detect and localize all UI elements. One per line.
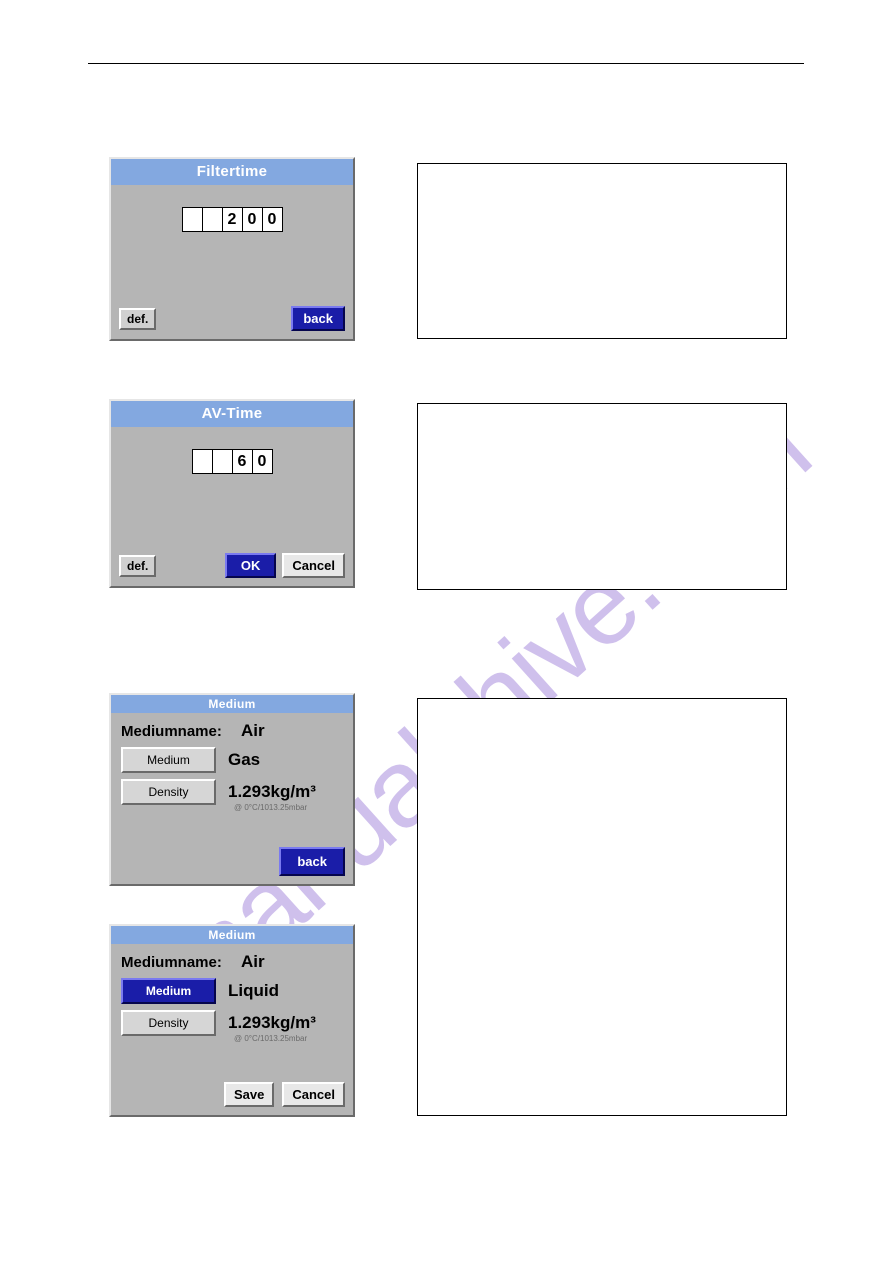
def-button[interactable]: def. xyxy=(119,308,156,330)
filtertime-panel: Filtertime 2 0 0 def. back xyxy=(109,157,355,341)
ok-button[interactable]: OK xyxy=(225,553,277,578)
digit-cell[interactable] xyxy=(212,449,233,474)
avtime-section: AV-Time 6 0 def. OK Cancel xyxy=(109,399,355,588)
back-button[interactable]: back xyxy=(279,847,345,876)
avtime-title: AV-Time xyxy=(111,401,353,427)
avtime-footer: def. OK Cancel xyxy=(119,553,345,578)
def-button[interactable]: def. xyxy=(119,555,156,577)
digit-cell[interactable] xyxy=(192,449,213,474)
mediumname-label: Mediumname: xyxy=(121,723,241,740)
cancel-button[interactable]: Cancel xyxy=(282,553,345,578)
medium-liquid-panel: Medium Mediumname: Air Medium Liquid Den… xyxy=(109,924,355,1117)
digit-cell[interactable] xyxy=(202,207,223,232)
back-button[interactable]: back xyxy=(291,306,345,331)
medium-gas-panel: Medium Mediumname: Air Medium Gas Densit… xyxy=(109,693,355,886)
mediumname-row: Mediumname: Air xyxy=(111,952,353,972)
density-button[interactable]: Density xyxy=(121,1010,216,1036)
medium-type-row: Medium Gas xyxy=(111,747,353,773)
mediumname-label: Mediumname: xyxy=(121,954,241,971)
medium-gas-footer: back xyxy=(119,847,345,876)
filtertime-digits: 2 0 0 xyxy=(111,207,353,232)
digit-cell[interactable]: 2 xyxy=(222,207,243,232)
medium-liquid-section: Medium Mediumname: Air Medium Liquid Den… xyxy=(109,924,355,1117)
medium-type-value: Liquid xyxy=(228,981,279,1001)
density-row: Density 1.293kg/m³ xyxy=(111,1010,353,1036)
mediumname-value: Air xyxy=(241,952,265,972)
medium-gas-section: Medium Mediumname: Air Medium Gas Densit… xyxy=(109,693,355,886)
density-button[interactable]: Density xyxy=(121,779,216,805)
medium-button[interactable]: Medium xyxy=(121,747,216,773)
medium-note-box xyxy=(417,698,787,1116)
medium-gas-title: Medium xyxy=(111,695,353,713)
mediumname-row: Mediumname: Air xyxy=(111,721,353,741)
filtertime-footer: def. back xyxy=(119,306,345,331)
filtertime-note-box xyxy=(417,163,787,339)
digit-cell[interactable]: 6 xyxy=(232,449,253,474)
density-value: 1.293kg/m³ xyxy=(228,782,316,802)
avtime-panel: AV-Time 6 0 def. OK Cancel xyxy=(109,399,355,588)
medium-button-active[interactable]: Medium xyxy=(121,978,216,1004)
digit-cell[interactable] xyxy=(182,207,203,232)
top-divider xyxy=(88,63,804,64)
digit-cell[interactable]: 0 xyxy=(242,207,263,232)
medium-type-row: Medium Liquid xyxy=(111,978,353,1004)
filtertime-title: Filtertime xyxy=(111,159,353,185)
medium-liquid-footer: Save Cancel xyxy=(119,1082,345,1107)
digit-cell[interactable]: 0 xyxy=(262,207,283,232)
save-button[interactable]: Save xyxy=(224,1082,274,1107)
density-subtext: @ 0°C/1013.25mbar xyxy=(234,1034,353,1043)
avtime-note-box xyxy=(417,403,787,590)
cancel-button[interactable]: Cancel xyxy=(282,1082,345,1107)
filtertime-section: Filtertime 2 0 0 def. back xyxy=(109,157,355,341)
avtime-digits: 6 0 xyxy=(111,449,353,474)
digit-cell[interactable]: 0 xyxy=(252,449,273,474)
density-value: 1.293kg/m³ xyxy=(228,1013,316,1033)
density-subtext: @ 0°C/1013.25mbar xyxy=(234,803,353,812)
mediumname-value: Air xyxy=(241,721,265,741)
density-row: Density 1.293kg/m³ xyxy=(111,779,353,805)
medium-liquid-title: Medium xyxy=(111,926,353,944)
medium-type-value: Gas xyxy=(228,750,260,770)
